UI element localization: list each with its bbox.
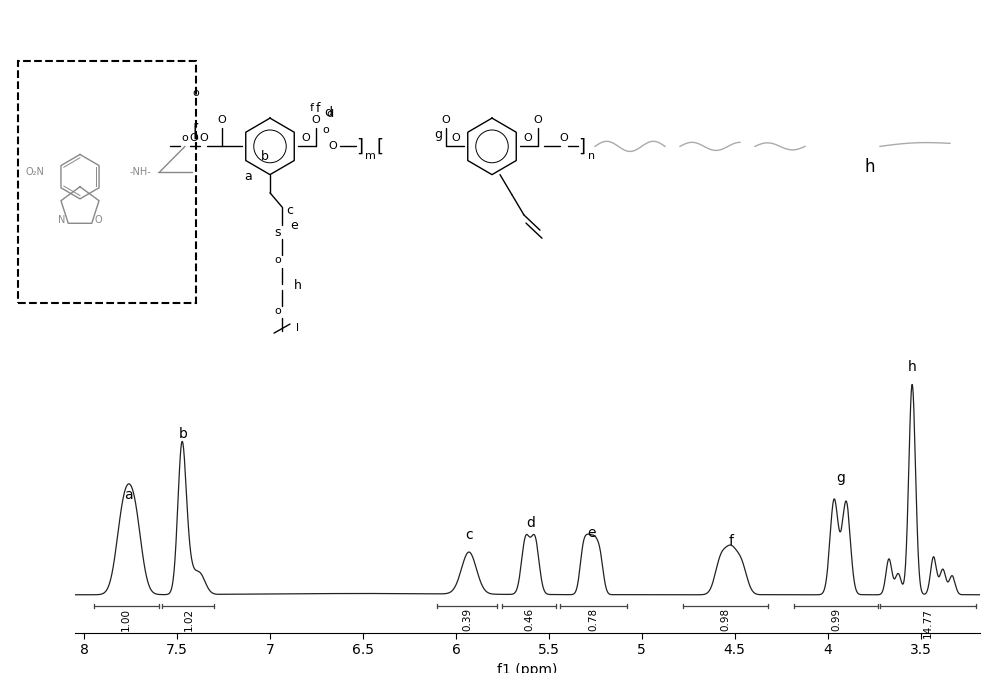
Text: h: h [865,157,875,176]
Text: ]: ] [356,137,364,155]
Text: ]: ] [578,137,586,155]
Text: m: m [365,151,375,162]
Text: O: O [524,133,532,143]
Text: [: [ [192,122,200,140]
Text: O: O [329,141,337,151]
Text: 0.46: 0.46 [524,608,534,631]
Text: 1.02: 1.02 [183,608,193,631]
Text: O: O [534,115,542,125]
Text: 0.39: 0.39 [462,608,472,631]
Text: n: n [588,151,596,162]
Text: 0.78: 0.78 [588,608,598,631]
Text: e: e [290,219,298,232]
Text: O: O [200,133,208,143]
Text: O: O [560,133,568,143]
Text: f: f [316,102,320,114]
Text: d: d [526,516,535,530]
Text: o: o [323,125,329,135]
Text: f: f [728,534,733,548]
Text: O: O [94,215,102,225]
Bar [18,61,196,303]
Text: 0.98: 0.98 [720,608,730,631]
Text: l: l [296,323,300,333]
Text: d: d [326,109,333,119]
Text: o: o [182,133,188,143]
Text: c: c [287,205,294,217]
Text: O: O [452,133,460,143]
Text: O₂N: O₂N [26,167,44,176]
Text: O: O [312,115,320,125]
Text: b: b [178,427,187,441]
Text: N: N [58,215,66,225]
Text: e: e [587,526,596,540]
Text: h: h [908,360,917,374]
Text: o: o [275,306,281,316]
Text: g: g [836,471,845,485]
Text: g: g [434,128,442,141]
Text: O: O [218,115,226,125]
Text: 0.99: 0.99 [831,608,841,631]
Text: d: d [324,106,332,118]
Text: f: f [310,103,314,113]
Text: s: s [275,225,281,239]
Text: O: O [190,133,198,143]
Text: o: o [275,256,281,265]
Text: c: c [465,528,473,542]
Text: O: O [442,115,450,125]
Text: O: O [302,133,310,143]
X-axis label: f1 (ppm): f1 (ppm) [497,663,558,673]
Text: a: a [125,488,133,502]
Text: 1.00: 1.00 [121,608,131,631]
Text: [: [ [376,137,384,155]
Text: o: o [193,88,199,98]
Text: h: h [294,279,302,292]
Text: 14.77: 14.77 [923,608,933,638]
Text: b: b [261,150,269,163]
Text: a: a [244,170,252,183]
Text: -NH-: -NH- [129,167,151,176]
